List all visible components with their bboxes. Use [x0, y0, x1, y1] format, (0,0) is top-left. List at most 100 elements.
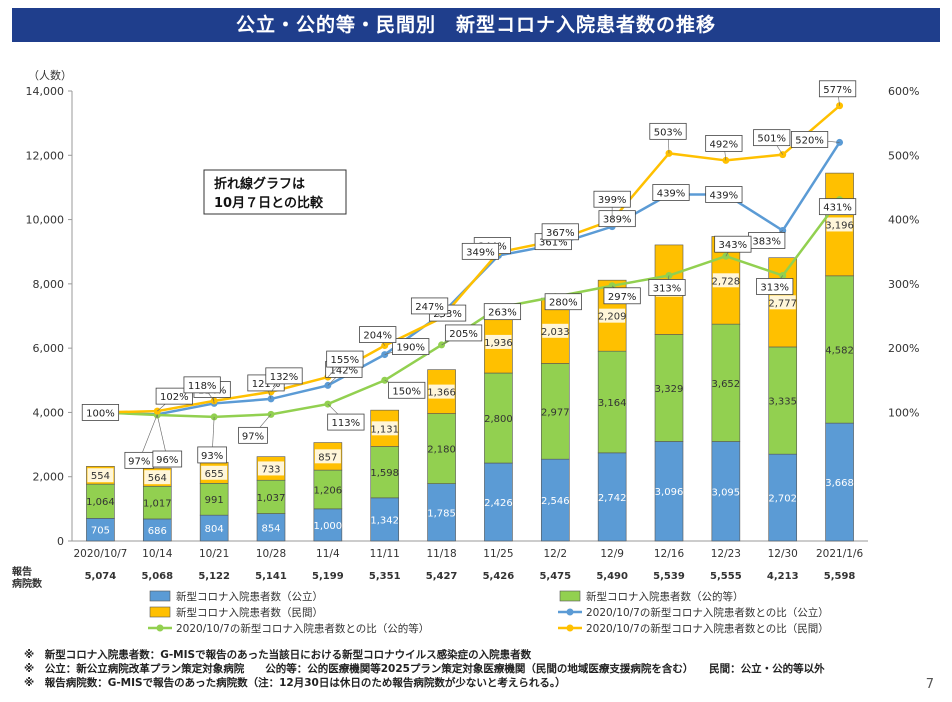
hospital-count: 5,426 [483, 571, 515, 582]
pct-label-box [649, 122, 687, 140]
legend-swatch [566, 624, 574, 632]
pct-label: 520% [795, 135, 824, 146]
bar-label: 2,033 [541, 327, 570, 338]
line-private [100, 104, 841, 414]
pct-label-box [444, 324, 483, 342]
bar-label: 3,652 [712, 379, 741, 390]
bar-label: 686 [148, 526, 167, 537]
pct-label: 97% [242, 431, 264, 442]
page-title: 公立・公的等・民間別 新型コロナ入院患者数の推移 [12, 8, 940, 42]
bar-label: 733 [261, 464, 280, 475]
pct-label: 577% [823, 85, 852, 96]
legend-swatch [149, 606, 171, 618]
pct-label-box [265, 367, 303, 385]
x-tick-label: 10/14 [142, 548, 173, 560]
pct-label-box [818, 80, 857, 98]
pct-label-box [197, 446, 227, 464]
bar-label: 1,366 [427, 388, 456, 399]
bar-label-bg [485, 334, 512, 349]
bar-label: 2,702 [768, 494, 797, 505]
y-tick-label: 12,000 [26, 149, 65, 162]
pct-label: 503% [654, 127, 683, 138]
x-tick-label: 2020/10/7 [74, 548, 128, 560]
x-tick-label: 12/30 [768, 548, 798, 560]
bar-label: 804 [205, 524, 224, 535]
bar-label-bg [371, 421, 398, 436]
bar-label-bg [201, 465, 228, 480]
bar-semi [313, 469, 343, 510]
legend-swatch [149, 590, 171, 602]
legend-label: 2020/10/7の新型コロナ入院患者数との比（公的等） [176, 622, 429, 635]
hospital-count: 5,555 [710, 571, 742, 582]
pct-label: 247% [415, 302, 444, 313]
pct-label: 93% [201, 451, 223, 462]
pct-label-box [598, 210, 636, 228]
bar-semi [370, 446, 400, 499]
bar-label: 1,936 [484, 338, 513, 349]
bar-label: 1,017 [143, 499, 172, 510]
bar-label: 3,095 [712, 487, 741, 498]
pct-label-box [359, 326, 397, 343]
bar-public [199, 514, 229, 542]
bar-label: 2,777 [768, 298, 797, 309]
legend-label: 新型コロナ入院患者数（公的等） [586, 590, 744, 603]
bar-label-bg [712, 273, 739, 288]
pct-label-box [714, 235, 752, 253]
note-3: ※ 報告病院数：G-MISで報告のあった病院数（注：12月30日は休日のため報告… [24, 677, 566, 689]
x-tick-label: 12/23 [711, 548, 741, 560]
pct-label: 190% [396, 343, 425, 354]
pct-label-box [541, 223, 579, 241]
x-tick-label: 11/25 [483, 548, 513, 560]
pct-label-box [705, 135, 743, 152]
note-2: ※ 公立：新公立病院改革プラン策定対象病院 公的等：公的医療機関等2025プラン… [24, 663, 825, 675]
y2-tick-label: 200% [888, 342, 919, 355]
pct-label-box [238, 426, 268, 444]
pct-label: 280% [549, 298, 578, 309]
bar-label: 1,131 [370, 424, 399, 435]
pct-label: 253% [433, 309, 462, 320]
bar-label: 3,329 [655, 384, 684, 395]
page-number: 7 [925, 677, 934, 692]
pct-label: 113% [332, 418, 361, 429]
pct-label-box [648, 279, 686, 296]
pct-label: 204% [363, 331, 392, 342]
hospital-count: 5,427 [426, 571, 458, 582]
pct-label: 102% [160, 392, 189, 403]
bar-public [711, 441, 741, 542]
bar-label: 1,785 [427, 508, 456, 519]
bar-label-bg [144, 470, 171, 485]
hospital-row-label: 報告 [12, 565, 32, 578]
bar-semi [597, 350, 627, 454]
bar-label: 2,180 [427, 445, 456, 456]
bar-label-bg [314, 449, 341, 464]
pct-label-box [652, 184, 690, 201]
pct-label: 263% [488, 308, 517, 319]
pct-label-box [81, 404, 120, 421]
pct-label: 142% [330, 365, 359, 376]
pct-label: 132% [270, 372, 299, 383]
bar-label: 3,164 [598, 398, 627, 409]
bar-semi [768, 346, 798, 455]
bar-label: 854 [261, 523, 280, 534]
y-tick-label: 10,000 [26, 214, 65, 227]
pct-label: 97% [128, 456, 150, 467]
hospital-count: 5,074 [85, 571, 117, 582]
pct-label: 297% [608, 292, 637, 303]
pct-label-box [388, 381, 426, 399]
pct-label: 100% [86, 408, 115, 419]
legend-swatch [559, 590, 581, 602]
x-tick-label: 12/9 [600, 548, 624, 560]
pct-label: 349% [466, 247, 495, 258]
hospital-count: 5,475 [539, 571, 571, 582]
y2-tick-label: 300% [888, 278, 919, 291]
x-tick-label: 11/11 [370, 548, 400, 560]
bar-label: 3,196 [825, 220, 854, 231]
callout-text: 10月７日との比較 [214, 195, 324, 211]
legend-label: 新型コロナ入院患者数（公立） [176, 590, 323, 603]
bar-semi [711, 323, 741, 442]
legend-swatch [156, 624, 164, 632]
bar-label: 2,426 [484, 498, 513, 509]
legend-label: 2020/10/7の新型コロナ入院患者数との比（民間） [586, 622, 829, 635]
pct-label-box [593, 190, 631, 208]
